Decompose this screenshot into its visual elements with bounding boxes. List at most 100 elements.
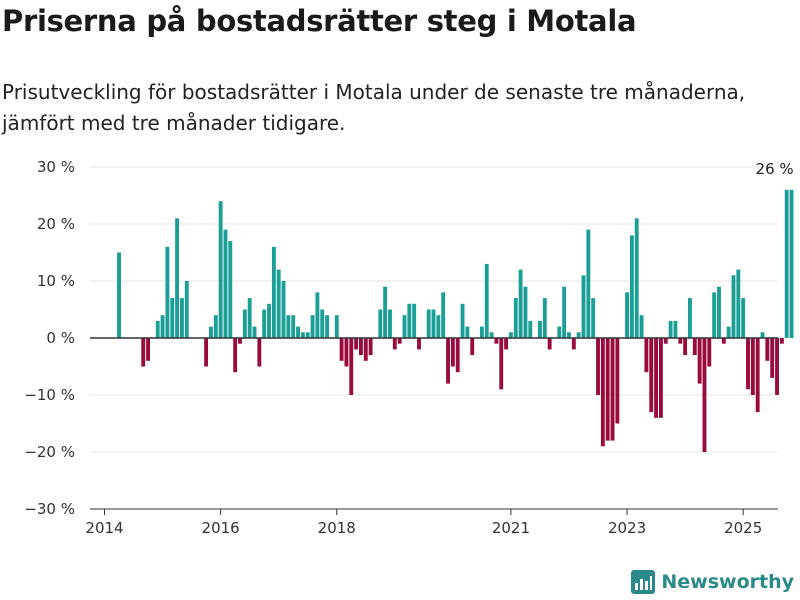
bar (654, 338, 659, 418)
bar (784, 189, 789, 338)
bar (692, 338, 697, 356)
y-tick-label: −10 % (24, 386, 75, 404)
bar (707, 338, 712, 367)
bar (697, 338, 702, 384)
bar (465, 326, 470, 338)
bar (300, 332, 305, 338)
bar (388, 309, 392, 338)
x-tick-label: 2016 (202, 519, 240, 537)
bar (436, 315, 441, 338)
bar (663, 338, 668, 344)
bar (407, 303, 412, 338)
bar (218, 201, 223, 338)
bar (455, 338, 460, 373)
y-tick-label: 0 % (46, 329, 75, 347)
bar (223, 229, 228, 338)
bar (233, 338, 238, 373)
bar (712, 292, 717, 338)
bar (484, 263, 489, 338)
bar (610, 338, 615, 441)
bar (402, 315, 407, 338)
bar (547, 338, 552, 350)
bar (397, 338, 402, 344)
bar (571, 338, 576, 350)
bar (271, 246, 276, 338)
bar (441, 292, 446, 338)
brand-name: Newsworthy (661, 571, 794, 593)
bar (262, 309, 267, 338)
bar (683, 338, 688, 356)
bar (789, 189, 794, 338)
bar (644, 338, 649, 373)
bar (320, 309, 325, 338)
bar (523, 286, 528, 338)
bar (179, 298, 184, 338)
bar (383, 286, 388, 338)
bar (726, 326, 731, 338)
chart-subtitle: Prisutveckling för bostadsrätter i Motal… (2, 80, 746, 135)
bar (247, 298, 252, 338)
bar (591, 298, 596, 338)
bar (146, 338, 150, 361)
bar (489, 332, 494, 338)
x-tick-label: 2025 (724, 519, 762, 537)
bar (305, 332, 310, 338)
bar (426, 309, 431, 338)
bar (605, 338, 610, 441)
bar (576, 332, 581, 338)
y-tick-label: 20 % (37, 215, 75, 233)
x-tick-label: 2021 (492, 519, 530, 537)
bar (760, 332, 765, 338)
bar (629, 235, 634, 338)
bar (779, 338, 784, 344)
bar (204, 338, 209, 367)
bar (160, 315, 165, 338)
bar (209, 326, 213, 338)
bar (242, 309, 247, 338)
bar (354, 338, 359, 350)
newsworthy-logo-icon (631, 570, 656, 594)
bar (310, 315, 315, 338)
bar (557, 326, 562, 338)
bar (117, 252, 121, 338)
bar (562, 286, 567, 338)
bar (668, 320, 673, 338)
bar (755, 338, 760, 413)
bar (494, 338, 499, 344)
bar (504, 338, 509, 350)
bar (417, 338, 421, 350)
brand-logo[interactable]: Newsworthy (631, 570, 794, 594)
bar (252, 326, 257, 338)
bar (334, 315, 339, 338)
bar (446, 338, 450, 384)
bar (528, 320, 533, 338)
bar (542, 298, 547, 338)
bar (731, 275, 736, 338)
bar (165, 246, 170, 338)
bar (586, 229, 591, 338)
bar (325, 315, 330, 338)
bar (770, 338, 775, 378)
chart-title: Priserna på bostadsrätter steg i Motala (2, 4, 637, 38)
bar (688, 298, 692, 338)
bar (736, 269, 741, 338)
bar (673, 320, 678, 338)
bar (286, 315, 291, 338)
bar (634, 218, 639, 338)
bar (368, 338, 373, 356)
bar (741, 298, 746, 338)
bar (649, 338, 654, 413)
bar (378, 309, 383, 338)
bar (363, 338, 368, 361)
bar (170, 298, 175, 338)
bar (213, 315, 218, 338)
bar (155, 320, 160, 338)
bar (184, 281, 189, 338)
bar (281, 281, 286, 338)
data-label-latest: 26 % (756, 160, 794, 178)
bar (141, 338, 146, 367)
x-tick-label: 2018 (318, 519, 356, 537)
bar (513, 298, 518, 338)
bar (499, 338, 504, 390)
